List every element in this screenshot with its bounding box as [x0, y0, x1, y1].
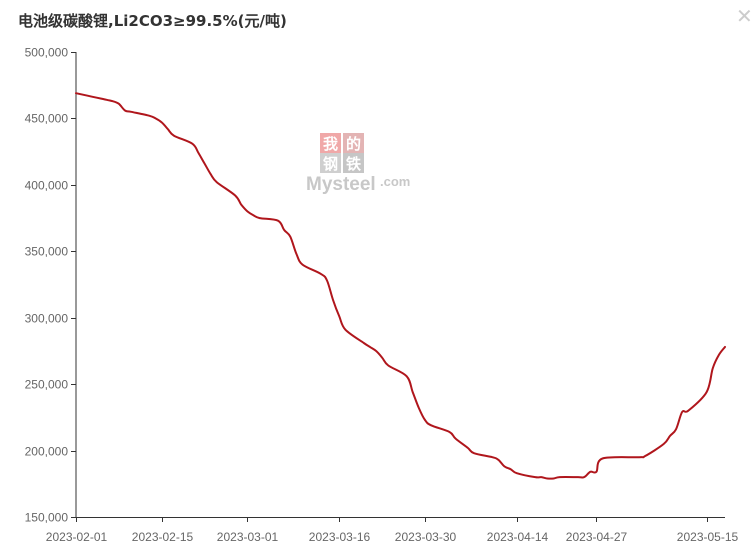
watermark-box-4: [343, 153, 364, 173]
series-line: [75, 92, 726, 480]
watermark-char-3: 钢: [323, 155, 338, 173]
mysteel-watermark: 我 的 钢 铁 Mysteel .com: [306, 133, 410, 195]
x-tick-label: 2023-05-15: [677, 530, 739, 544]
watermark-char-1: 我: [323, 135, 338, 153]
watermark-suffix: .com: [380, 174, 410, 189]
watermark-char-4: 铁: [346, 155, 361, 173]
y-tick-label: 350,000: [25, 245, 69, 259]
x-tick-label: 2023-04-27: [566, 530, 628, 544]
watermark-brand: Mysteel: [306, 174, 376, 195]
y-tick-label: 500,000: [25, 46, 69, 60]
y-tick-label: 300,000: [25, 312, 69, 326]
x-tick-label: 2023-03-01: [217, 530, 279, 544]
y-tick-label: 400,000: [25, 179, 69, 193]
watermark-char-2: 的: [346, 135, 361, 153]
x-tick-label: 2023-02-01: [46, 530, 108, 544]
x-tick-label: 2023-03-30: [395, 530, 457, 544]
x-axis: 2023-02-01 2023-02-15 2023-03-01 2023-03-16…: [46, 517, 739, 544]
y-tick-label: 200,000: [25, 445, 69, 459]
y-tick-label: 450,000: [25, 112, 69, 126]
series-layer: [75, 92, 726, 480]
watermark-box-3: [320, 153, 341, 173]
x-tick-label: 2023-04-14: [487, 530, 549, 544]
y-axis: 150,000 200,000 250,000 300,000 350,000 400,0…: [25, 46, 77, 525]
y-tick-label: 250,000: [25, 378, 69, 392]
chart-title: 电池级碳酸锂,Li2CO3≥99.5%(元/吨): [18, 12, 287, 30]
x-tick-label: 2023-03-16: [309, 530, 371, 544]
close-icon[interactable]: ✕: [736, 4, 753, 28]
y-tick-label: 150,000: [25, 511, 69, 525]
watermark-box-2: [343, 133, 364, 153]
x-tick-label: 2023-02-15: [132, 530, 194, 544]
watermark-box-1: [320, 133, 341, 153]
